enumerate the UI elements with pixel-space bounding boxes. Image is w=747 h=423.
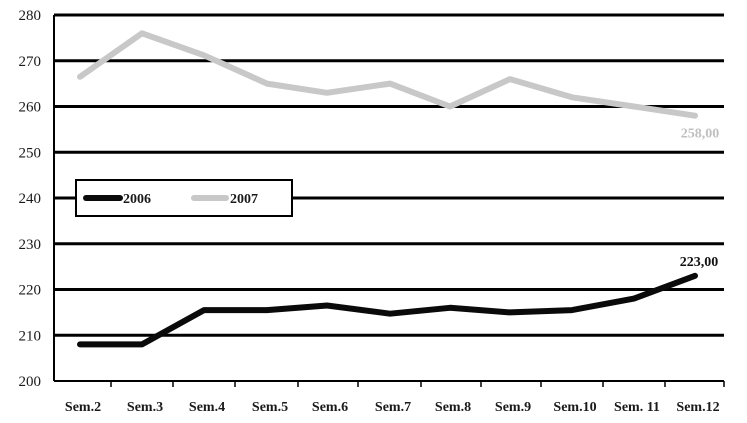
x-tick-label: Sem.12 xyxy=(676,400,719,415)
legend-label-2007: 2007 xyxy=(230,192,258,207)
y-tick-label: 240 xyxy=(19,191,42,207)
data-point xyxy=(389,83,391,85)
data-point xyxy=(694,115,696,117)
data-point xyxy=(449,106,451,107)
data-point xyxy=(571,309,573,311)
end-value-label: 258,00 xyxy=(681,127,720,142)
data-point xyxy=(326,305,328,306)
data-point xyxy=(571,96,573,98)
legend: 2006 2007 xyxy=(75,179,293,217)
x-tick-label: Sem.2 xyxy=(65,400,101,415)
x-tick-label: Sem.10 xyxy=(553,400,596,415)
data-point xyxy=(326,92,328,94)
data-point xyxy=(141,343,143,345)
y-tick-label: 260 xyxy=(19,100,42,116)
x-tick-labels: Sem.2 Sem.3 Sem.4 Sem.5 Sem.6 Sem.7 Sem.8 Sem.9… xyxy=(65,381,725,415)
data-point xyxy=(633,106,635,107)
x-tick-label: Sem.6 xyxy=(312,400,348,415)
x-tick-label: Sem.5 xyxy=(252,400,288,415)
data-point xyxy=(509,78,511,80)
y-tick-label: 280 xyxy=(19,8,42,24)
data-labels: 223,00 258,00 xyxy=(680,127,720,270)
data-point xyxy=(141,32,143,34)
x-tick-label: Sem. 11 xyxy=(614,400,660,415)
data-point xyxy=(203,54,205,56)
series-lines xyxy=(77,30,698,348)
data-point xyxy=(203,309,205,311)
data-point xyxy=(509,311,511,313)
x-tick-label: Sem.8 xyxy=(435,400,471,415)
data-point xyxy=(79,76,81,78)
y-tick-label: 250 xyxy=(19,145,42,161)
data-point xyxy=(633,298,635,300)
grid-lines xyxy=(54,13,724,337)
x-tick-label: Sem.4 xyxy=(189,400,225,415)
x-tick-label: Sem.7 xyxy=(375,400,411,415)
data-point xyxy=(266,309,268,311)
data-point xyxy=(449,307,451,309)
data-point xyxy=(266,83,268,85)
y-tick-label: 230 xyxy=(19,237,42,253)
series-line-2007 xyxy=(77,30,698,119)
y-tick-label: 210 xyxy=(19,328,42,344)
axes xyxy=(53,15,724,382)
y-tick-label: 270 xyxy=(19,54,42,70)
y-tick-label: 220 xyxy=(19,283,42,299)
end-value-label: 223,00 xyxy=(680,255,719,270)
data-point xyxy=(79,343,81,345)
data-point xyxy=(694,275,696,277)
x-tick-label: Sem.9 xyxy=(495,400,531,415)
y-tick-label: 200 xyxy=(19,374,42,390)
y-tick-labels: 200 210 220 230 240 250 260 270 280 xyxy=(19,8,42,390)
legend-label-2006: 2006 xyxy=(123,192,151,207)
data-point xyxy=(389,313,391,315)
x-tick-label: Sem.3 xyxy=(127,400,163,415)
